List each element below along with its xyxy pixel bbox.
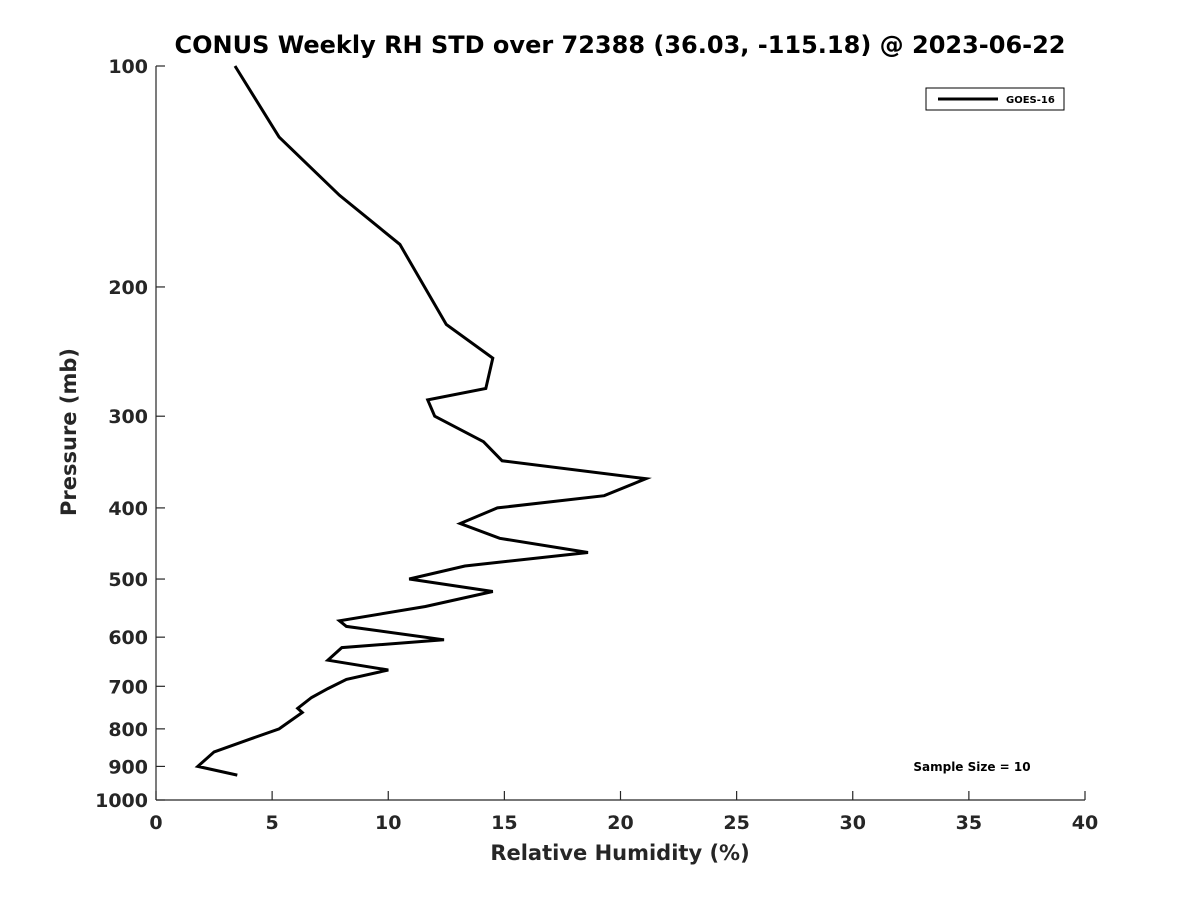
- x-axis-label: Relative Humidity (%): [490, 841, 749, 865]
- y-tick-label: 100: [108, 56, 148, 78]
- x-tick-label: 30: [840, 812, 866, 834]
- x-tick-label: 5: [266, 812, 279, 834]
- y-axis-label: Pressure (mb): [57, 348, 81, 516]
- x-tick-label: 15: [491, 812, 517, 834]
- series-layer: [194, 65, 652, 777]
- x-tick-label: 10: [375, 812, 401, 834]
- x-tick-label: 0: [149, 812, 162, 834]
- chart-title: CONUS Weekly RH STD over 72388 (36.03, -…: [174, 31, 1065, 59]
- legend-entry-goes-16: GOES-16: [1006, 95, 1055, 106]
- y-tick-label: 700: [108, 676, 148, 698]
- sample-size-annotation: Sample Size = 10: [913, 760, 1030, 774]
- y-tick-label: 400: [108, 498, 148, 520]
- y-tick-label: 500: [108, 569, 148, 591]
- x-tick-label: 40: [1072, 812, 1098, 834]
- x-tick-label: 25: [723, 812, 749, 834]
- y-tick-label: 600: [108, 627, 148, 649]
- legend: GOES-16: [925, 87, 1065, 111]
- y-tick-label: 300: [108, 406, 148, 428]
- y-tick-label: 1000: [95, 790, 148, 812]
- y-tick-label: 200: [108, 277, 148, 299]
- y-tick-label: 800: [108, 719, 148, 741]
- series-line-goes-16: [194, 65, 652, 777]
- axes: 0 5 10 15 20 25 30 35 40 100 200 300 400 500 600 700 800…: [95, 56, 1098, 834]
- y-tick-label: 900: [108, 756, 148, 778]
- x-tick-label: 35: [956, 812, 982, 834]
- x-tick-label: 20: [607, 812, 633, 834]
